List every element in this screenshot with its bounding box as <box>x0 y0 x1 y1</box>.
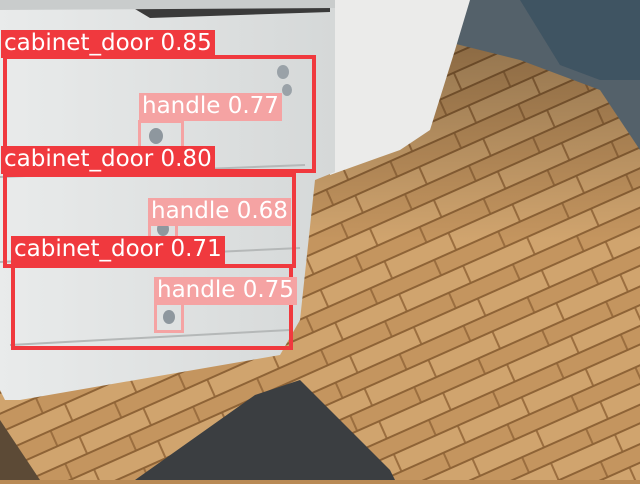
cabinet-door-label: cabinet_door 0.85 <box>1 30 215 58</box>
cabinet-door-label: cabinet_door 0.80 <box>1 146 215 174</box>
handle-label: handle 0.68 <box>148 198 291 226</box>
handle-box <box>154 302 184 333</box>
cabinet-door-box <box>11 264 293 350</box>
handle-label: handle 0.77 <box>139 93 282 121</box>
handle-label: handle 0.75 <box>154 277 297 305</box>
cabinet-door-label: cabinet_door 0.71 <box>11 236 225 264</box>
